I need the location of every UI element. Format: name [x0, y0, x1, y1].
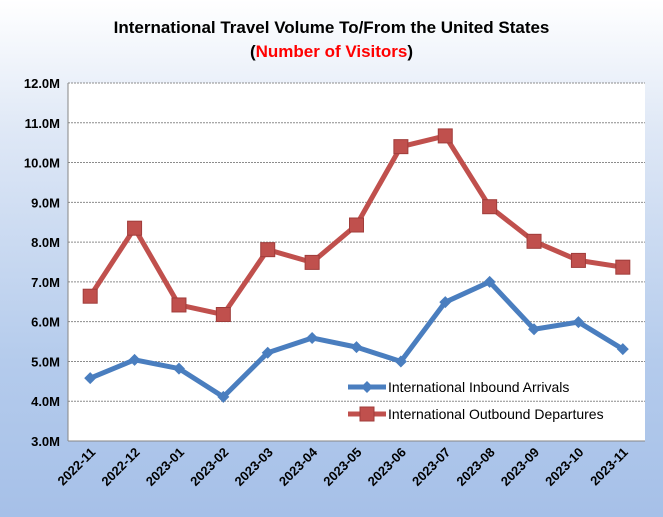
- data-point-inbound: [261, 346, 274, 359]
- x-tick-label: 2023-10: [542, 445, 586, 489]
- data-point-inbound: [306, 331, 319, 344]
- y-tick-label: 3.0M: [31, 434, 60, 449]
- legend-marker: [361, 381, 373, 393]
- data-point-outbound: [304, 254, 320, 270]
- x-tick-label: 2023-01: [143, 445, 187, 489]
- data-point-inbound: [172, 362, 185, 375]
- y-tick-label: 12.0M: [24, 76, 60, 91]
- plot-area: [68, 83, 645, 441]
- data-point-inbound: [439, 296, 452, 309]
- x-tick-label: 2023-05: [320, 445, 364, 489]
- data-point-inbound: [350, 341, 363, 354]
- data-point-inbound: [616, 343, 629, 356]
- data-point-inbound: [394, 355, 407, 368]
- x-tick-label: 2023-03: [232, 445, 276, 489]
- x-tick-label: 2023-09: [498, 445, 542, 489]
- legend-marker: [359, 406, 375, 422]
- x-tick-label: 2023-06: [365, 445, 409, 489]
- data-point-outbound: [437, 128, 453, 144]
- data-point-outbound: [171, 297, 187, 313]
- y-tick-label: 10.0M: [24, 156, 60, 171]
- x-tick-label: 2023-08: [453, 445, 497, 489]
- y-tick-label: 4.0M: [31, 394, 60, 409]
- x-tick-label: 2022-12: [98, 445, 142, 489]
- data-point-outbound: [127, 220, 143, 236]
- y-tick-label: 8.0M: [31, 235, 60, 250]
- x-tick-label: 2023-02: [187, 445, 231, 489]
- data-point-outbound: [260, 242, 276, 258]
- x-tick-label: 2023-04: [276, 444, 321, 489]
- x-tick-label: 2023-11: [587, 445, 631, 489]
- data-point-outbound: [349, 217, 364, 233]
- legend-label: International Outbound Departures: [388, 406, 604, 422]
- chart-title: International Travel Volume To/From the …: [113, 18, 550, 37]
- data-point-outbound: [482, 199, 498, 215]
- data-point-outbound: [215, 307, 231, 323]
- data-point-inbound: [528, 323, 541, 336]
- y-tick-label: 9.0M: [31, 195, 60, 210]
- data-point-outbound: [393, 139, 409, 155]
- data-point-outbound: [526, 233, 542, 249]
- x-tick-label: 2023-07: [409, 445, 453, 489]
- data-point-inbound: [217, 390, 230, 403]
- data-point-outbound: [570, 252, 586, 268]
- x-tick-label: 2022-11: [54, 445, 98, 489]
- data-point-inbound: [128, 353, 141, 366]
- y-tick-label: 5.0M: [31, 354, 60, 369]
- subtitle-open: (: [249, 42, 256, 61]
- y-tick-label: 6.0M: [31, 315, 60, 330]
- data-point-outbound: [615, 259, 631, 275]
- chart-subtitle: (Number of Visitors): [0, 42, 663, 62]
- subtitle-text: Number of Visitors: [255, 42, 408, 61]
- subtitle-close: ): [407, 42, 414, 61]
- data-point-outbound: [82, 288, 98, 304]
- legend-label: International Inbound Arrivals: [388, 379, 569, 395]
- y-tick-label: 11.0M: [25, 116, 60, 131]
- data-point-inbound: [572, 316, 585, 329]
- data-point-inbound: [483, 275, 496, 288]
- y-tick-label: 7.0M: [31, 275, 60, 290]
- data-point-inbound: [84, 372, 97, 385]
